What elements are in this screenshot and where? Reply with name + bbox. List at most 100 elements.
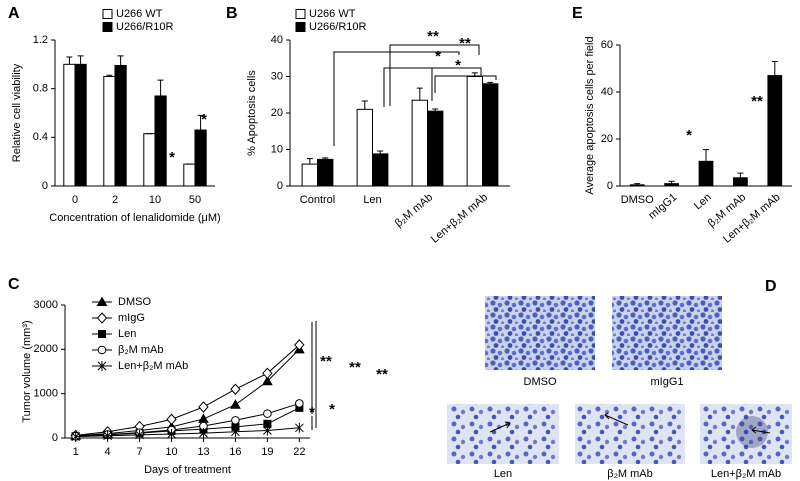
- marker: [103, 430, 112, 441]
- panel-letter: D: [765, 278, 777, 295]
- x-tick-label: 16: [229, 446, 241, 458]
- image: [575, 404, 685, 464]
- bar: [183, 163, 196, 187]
- error-bar: [432, 108, 439, 112]
- annotation: **: [427, 28, 439, 45]
- line: [75, 348, 300, 437]
- y-tick-label: 1.2: [33, 34, 48, 46]
- bar: [698, 160, 714, 187]
- y-tick-label: 0: [52, 432, 58, 444]
- y-axis-title: Relative cell viability: [11, 63, 23, 162]
- x-axis-title: Concentration of lenalidomide (μM): [49, 212, 220, 224]
- y-tick-label: 2000: [34, 343, 58, 355]
- legend-marker: [96, 312, 108, 324]
- x-tick-label: 2: [112, 194, 118, 206]
- error-bar: [361, 100, 368, 110]
- panel-letter: E: [572, 5, 583, 22]
- marker: [198, 413, 209, 423]
- legend-marker: [98, 330, 106, 338]
- marker: [294, 422, 304, 433]
- marker: [263, 409, 272, 418]
- y-tick-label: 20: [271, 107, 283, 119]
- x-tick-label: β₂M mAb: [393, 191, 436, 229]
- bracket: [434, 75, 497, 93]
- y-tick-label: 60: [601, 39, 613, 51]
- y-tick-label: 0: [277, 180, 283, 192]
- error-bar: [416, 87, 423, 101]
- arrow: [489, 421, 511, 433]
- annotation: *: [201, 111, 207, 128]
- x-tick-label: 19: [261, 446, 273, 458]
- annotation: *: [686, 127, 692, 144]
- stain: [736, 416, 768, 448]
- marker: [295, 399, 304, 408]
- marker: [262, 367, 273, 380]
- legend-label: U266 WT: [116, 8, 163, 20]
- x-tick-label: Control: [300, 194, 335, 206]
- error-bar: [668, 180, 675, 184]
- bar: [372, 153, 389, 187]
- marker: [231, 415, 240, 425]
- annotation: *: [435, 48, 441, 65]
- error-bar: [322, 157, 329, 160]
- bar: [356, 108, 374, 187]
- marker: [294, 339, 305, 351]
- legend-marker: [97, 361, 107, 371]
- bar: [767, 75, 783, 187]
- bracket: [333, 51, 460, 146]
- bar: [629, 184, 645, 187]
- x-tick-label: 10: [165, 446, 177, 458]
- y-axis-title: Average apoptosis cells per field: [584, 36, 596, 194]
- legend-label: U266 WT: [309, 8, 356, 20]
- x-tick-label: Len+β₂M mAb: [429, 191, 491, 245]
- image: [485, 296, 595, 370]
- x-axis-title: Days of treatment: [144, 464, 231, 476]
- marker: [198, 401, 209, 413]
- legend-label: DMSO: [118, 296, 151, 308]
- legend-swatch: [102, 9, 113, 19]
- bar: [154, 95, 167, 187]
- x-tick-label: 13: [197, 446, 209, 458]
- panel-letter: A: [8, 5, 20, 22]
- annotation: **: [349, 359, 361, 376]
- bar: [317, 158, 334, 187]
- error-bar: [471, 72, 478, 77]
- legend-label: Len+β₂M mAb: [118, 360, 188, 372]
- bar: [301, 163, 319, 187]
- marker: [166, 413, 177, 426]
- bar: [733, 177, 748, 187]
- bar: [63, 63, 76, 187]
- error-bar: [77, 55, 84, 65]
- error-bar: [487, 81, 494, 84]
- y-tick-label: 3000: [34, 299, 58, 311]
- marker: [263, 425, 272, 436]
- annotation: **: [320, 353, 332, 370]
- legend-label: Len: [118, 328, 136, 340]
- arrow: [604, 412, 629, 426]
- error-bar: [106, 74, 113, 77]
- image-label: Len+β₂M mAb: [711, 468, 781, 480]
- legend-swatch: [295, 22, 306, 32]
- marker: [230, 399, 241, 409]
- x-tick-label: Len: [692, 191, 714, 212]
- annotation: *: [169, 149, 175, 166]
- image: [612, 296, 722, 370]
- line: [75, 427, 300, 438]
- bar: [74, 63, 87, 187]
- y-tick-label: 10: [271, 143, 283, 155]
- y-tick-label: 20: [601, 133, 613, 145]
- y-tick-label: 0: [607, 180, 613, 192]
- error-bar: [197, 114, 204, 131]
- panel-letter: B: [226, 5, 238, 22]
- y-tick-label: 30: [271, 70, 283, 82]
- y-axis-title: % Apoptosis cells: [246, 70, 258, 156]
- error-bar: [737, 172, 744, 178]
- bar: [664, 183, 679, 187]
- image: [447, 404, 559, 464]
- legend-swatch: [102, 22, 113, 32]
- x-tick-label: 10: [149, 194, 161, 206]
- arrow: [751, 426, 771, 434]
- marker: [199, 428, 208, 439]
- marker: [231, 426, 240, 437]
- annotation: **: [459, 35, 471, 52]
